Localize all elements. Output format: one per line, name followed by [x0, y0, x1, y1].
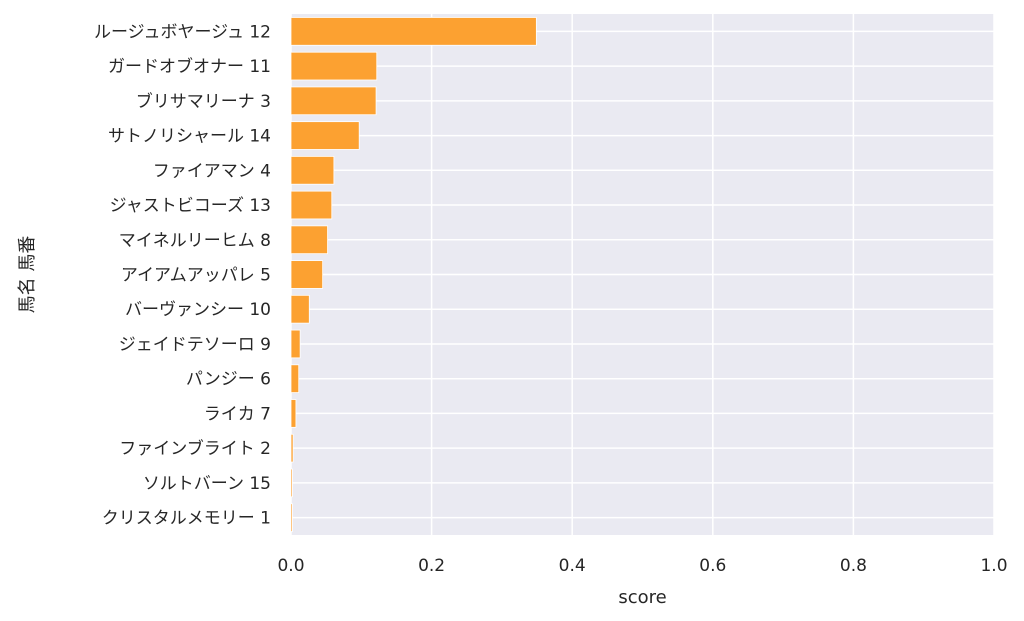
y-tick-label: ルージュボヤージュ 12 — [94, 22, 271, 42]
bar — [290, 51, 378, 81]
y-tick-label: ファイアマン 4 — [153, 161, 271, 181]
y-axis-title: 馬名 馬番 — [17, 236, 38, 314]
x-tick-label: 0.8 — [840, 556, 867, 576]
y-tick-label: ガードオブオナー 11 — [108, 56, 271, 77]
y-tick-label: ブリサマリーナ 3 — [136, 91, 271, 112]
y-tick-label: ジェイドテソーロ 9 — [119, 335, 271, 355]
y-tick-label: ソルトバーン 15 — [143, 474, 271, 494]
bar — [290, 294, 310, 324]
y-tick-label: ファインブライト 2 — [119, 438, 271, 459]
bar — [290, 190, 333, 220]
x-tick-label: 0.2 — [418, 556, 445, 576]
bar — [290, 86, 377, 116]
x-tick-labels: 0.0 0.2 0.4 0.6 0.8 1.0 — [277, 556, 1007, 576]
y-tick-labels: ルージュボヤージュ 12 ガードオブオナー 11 ブリサマリーナ 3 サトノリシャール… — [94, 22, 271, 528]
x-tick-label: 0.6 — [699, 556, 726, 576]
bar — [290, 399, 297, 428]
bar — [290, 156, 335, 185]
bar — [290, 433, 294, 463]
y-tick-label: パンジー 6 — [186, 370, 271, 390]
x-tick-label: 0.4 — [559, 556, 586, 576]
x-tick-label: 1.0 — [980, 556, 1007, 576]
bar — [290, 17, 537, 46]
bar — [290, 329, 301, 359]
y-tick-label: ライカ 7 — [204, 404, 271, 424]
y-tick-label: バーヴァンシー 10 — [125, 300, 271, 320]
bar — [290, 364, 300, 393]
bar — [290, 121, 360, 150]
x-axis-title: score — [618, 587, 666, 608]
y-tick-label: ジャストビコーズ 13 — [110, 196, 271, 216]
y-tick-label: クリスタルメモリー 1 — [102, 509, 271, 529]
y-tick-label: マイネルリーヒム 8 — [119, 231, 271, 251]
bar — [290, 225, 328, 255]
bars — [290, 17, 537, 532]
y-tick-label: サトノリシャール 14 — [108, 127, 271, 147]
x-tick-label: 0.0 — [277, 556, 304, 576]
bar — [290, 260, 324, 289]
y-tick-label: アイアムアッパレ 5 — [121, 266, 271, 286]
grid-lines — [290, 14, 995, 535]
bar — [290, 468, 293, 498]
bar — [290, 503, 293, 532]
